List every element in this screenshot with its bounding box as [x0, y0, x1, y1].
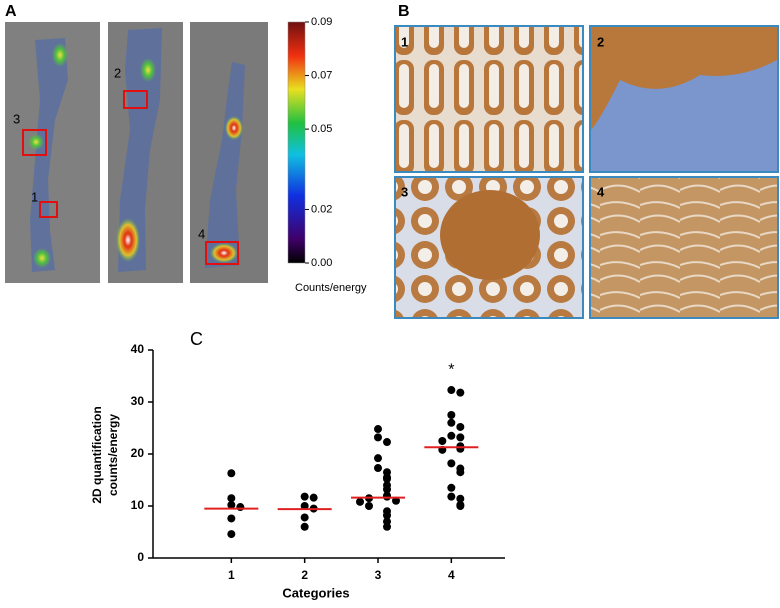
data-point — [227, 500, 236, 509]
tile-label: 3 — [401, 184, 408, 199]
y-tick-label: 40 — [131, 342, 145, 356]
signal — [140, 58, 156, 82]
region-label: 3 — [13, 111, 20, 126]
data-point — [383, 485, 391, 494]
data-point — [309, 493, 318, 502]
y-axis-label: counts/energy — [106, 414, 120, 496]
data-point — [383, 492, 391, 501]
data-point — [383, 474, 391, 483]
x-tick-label: 1 — [228, 568, 235, 582]
data-point — [456, 388, 465, 397]
region-box — [39, 201, 58, 218]
colorbar-title: Counts/energy — [295, 282, 367, 294]
signal — [225, 116, 243, 140]
data-point — [456, 444, 465, 453]
data-point — [447, 431, 456, 440]
y-axis-label: 2D quantification — [90, 406, 104, 503]
data-point — [300, 492, 309, 501]
colorbar-tick-label: 0.05 — [311, 123, 332, 135]
x-tick-label: 3 — [375, 568, 382, 582]
data-point — [365, 502, 373, 510]
data-point — [383, 522, 391, 531]
data-point — [300, 522, 309, 531]
data-point — [374, 433, 382, 442]
data-point — [383, 511, 391, 520]
data-point — [456, 502, 465, 510]
data-point — [456, 468, 465, 477]
colorbar-tick-label: 0.07 — [311, 69, 332, 81]
tile-label: 2 — [597, 34, 604, 49]
specimen — [118, 28, 162, 272]
signal — [28, 134, 44, 150]
data-point — [227, 530, 236, 539]
tile-label: 1 — [401, 34, 408, 49]
region-label: 4 — [198, 226, 205, 241]
data-point — [447, 483, 456, 492]
panel-label: B — [398, 3, 410, 20]
tissue — [440, 190, 540, 280]
imaging-panel: 3 1 2 4 — [5, 22, 268, 283]
data-point — [227, 494, 236, 503]
histology-tile — [589, 176, 779, 319]
region-label: 2 — [114, 65, 121, 80]
y-tick-label: 30 — [131, 394, 145, 408]
signal — [210, 243, 238, 263]
panel-label: A — [5, 3, 17, 20]
data-point — [300, 502, 309, 510]
data-point — [374, 464, 382, 473]
colorbar-tick-label: 0.02 — [311, 203, 332, 215]
signal — [33, 248, 51, 268]
specimen — [205, 62, 245, 268]
data-point — [374, 425, 382, 434]
data-point — [447, 459, 456, 468]
signal — [116, 218, 140, 262]
y-tick-label: 0 — [137, 550, 144, 564]
data-point — [447, 411, 456, 419]
data-point — [227, 469, 236, 478]
data-point — [447, 386, 456, 395]
annotation: * — [448, 361, 454, 378]
tissue — [591, 27, 777, 130]
data-point — [356, 497, 364, 506]
data-point — [447, 492, 456, 501]
region-label: 1 — [31, 189, 38, 204]
region-box — [205, 241, 239, 265]
colorbar — [287, 21, 306, 264]
x-tick-label: 4 — [448, 568, 455, 582]
y-tick-label: 10 — [131, 498, 145, 512]
signal — [52, 43, 68, 67]
region-box — [123, 90, 148, 109]
data-point — [456, 494, 465, 503]
histology-tile — [394, 25, 584, 173]
data-point — [227, 514, 236, 523]
data-point — [300, 513, 309, 522]
colorbar-tick-label: 0.09 — [311, 16, 332, 28]
data-point — [438, 437, 447, 445]
y-tick-label: 20 — [131, 446, 145, 460]
x-tick-label: 2 — [301, 568, 308, 582]
colorbar-tick-label: 0.00 — [311, 257, 332, 269]
tile-label: 4 — [597, 184, 605, 199]
data-point — [447, 418, 456, 427]
region-box — [22, 129, 47, 156]
x-axis-label: Categories — [282, 585, 349, 600]
data-point — [374, 454, 382, 463]
data-point — [236, 503, 245, 512]
data-point — [456, 433, 465, 442]
panel-label: C — [190, 329, 203, 349]
data-point — [392, 496, 400, 505]
data-point — [383, 438, 391, 447]
data-point — [456, 422, 465, 431]
